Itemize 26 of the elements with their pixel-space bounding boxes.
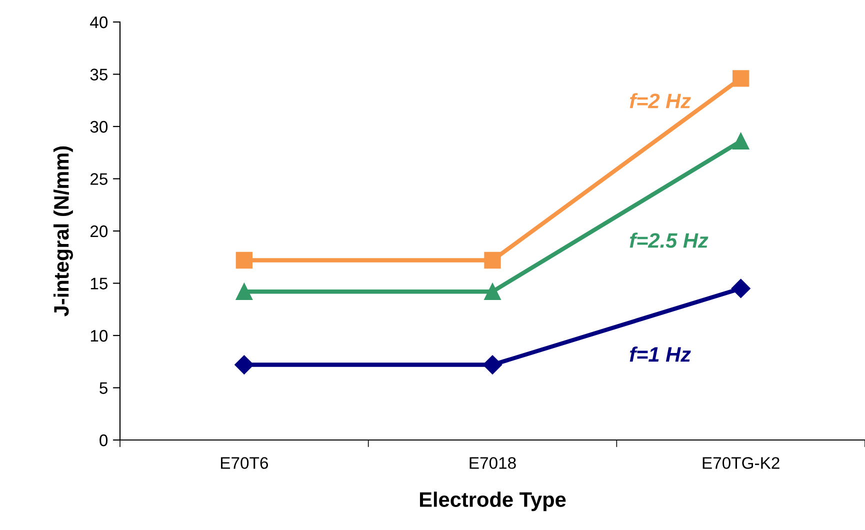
point: [731, 278, 750, 298]
point: [234, 355, 254, 374]
series-label: f=1 Hz: [630, 346, 691, 362]
y-tick-label: 30: [90, 120, 108, 133]
point: [732, 132, 750, 150]
y-tick-label: 0: [100, 434, 108, 446]
y-tick-label: 20: [90, 225, 108, 238]
point: [484, 283, 501, 300]
point: [484, 252, 501, 269]
x-axis-title: Electrode Type: [420, 492, 566, 512]
y-tick-label: 5: [100, 382, 108, 394]
x-tick-label: E70T6: [220, 457, 268, 469]
point: [236, 283, 252, 300]
y-tick-label: 35: [90, 68, 108, 80]
x-tick-label: E70TG-K2: [702, 457, 780, 469]
point: [482, 355, 502, 374]
y-tick-label: 40: [90, 16, 108, 28]
point: [236, 252, 252, 269]
series-label: f=2.5 Hz: [630, 232, 708, 248]
y-tick-label: 10: [90, 330, 108, 342]
y-tick-label: 25: [90, 173, 108, 185]
series-label: f=2 Hz: [630, 93, 691, 108]
y-axis-title: J-integral (N/mm): [53, 146, 73, 316]
point: [732, 70, 750, 87]
y-tick-label: 15: [90, 278, 108, 290]
x-tick-label: E7018: [470, 457, 516, 469]
